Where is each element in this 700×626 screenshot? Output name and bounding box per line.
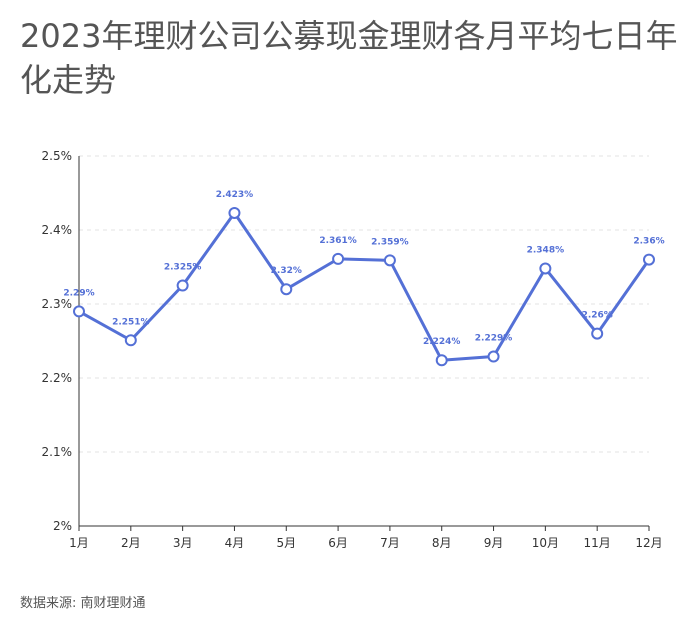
- data-point: [487, 350, 500, 363]
- data-label: 2.26%: [582, 311, 613, 321]
- data-label: 2.32%: [271, 266, 302, 276]
- x-tick-label: 7月: [380, 536, 400, 550]
- x-tick-label: 8月: [432, 536, 452, 550]
- x-tick-label: 11月: [584, 536, 611, 550]
- data-label: 2.224%: [423, 337, 461, 347]
- x-tick-label: 12月: [635, 536, 662, 550]
- x-tick-label: 2月: [121, 536, 141, 550]
- data-label: 2.359%: [371, 237, 409, 247]
- data-source: 数据来源: 南财理财通: [20, 596, 146, 611]
- data-label: 2.423%: [216, 190, 254, 200]
- data-label: 2.361%: [319, 236, 357, 246]
- data-point: [435, 354, 448, 367]
- y-tick-label: 2%: [53, 519, 72, 533]
- x-tick-label: 6月: [328, 536, 348, 550]
- series-line: [78, 211, 651, 362]
- data-point: [124, 334, 137, 347]
- y-tick-label: 2.1%: [42, 445, 73, 459]
- y-tick-label: 2.3%: [42, 297, 73, 311]
- y-tick-label: 2.5%: [42, 149, 73, 163]
- data-point: [73, 305, 85, 318]
- data-point: [228, 206, 241, 219]
- data-label: 2.325%: [164, 263, 202, 273]
- data-label: 2.251%: [112, 317, 150, 327]
- data-point: [643, 253, 655, 266]
- data-point: [332, 252, 345, 265]
- chart-title: 2023年理财公司公募现金理财各月平均七日年化走势: [20, 17, 678, 99]
- data-point: [176, 279, 189, 292]
- data-label: 2.229%: [475, 334, 513, 344]
- data-label: 2.29%: [63, 288, 94, 298]
- data-point: [383, 254, 396, 267]
- x-tick-label: 9月: [484, 536, 504, 550]
- x-tick-label: 3月: [173, 536, 193, 550]
- x-tick-label: 10月: [532, 536, 559, 550]
- y-tick-label: 2.2%: [42, 371, 73, 385]
- x-tick-label: 1月: [69, 536, 89, 550]
- y-tick-label: 2.4%: [42, 223, 73, 237]
- x-tick-label: 5月: [276, 536, 296, 550]
- data-point: [591, 327, 604, 340]
- x-tick-label: 4月: [225, 536, 245, 550]
- data-label: 2.36%: [633, 237, 664, 247]
- data-point: [539, 262, 552, 275]
- data-label: 2.348%: [527, 245, 565, 255]
- data-point: [280, 283, 293, 296]
